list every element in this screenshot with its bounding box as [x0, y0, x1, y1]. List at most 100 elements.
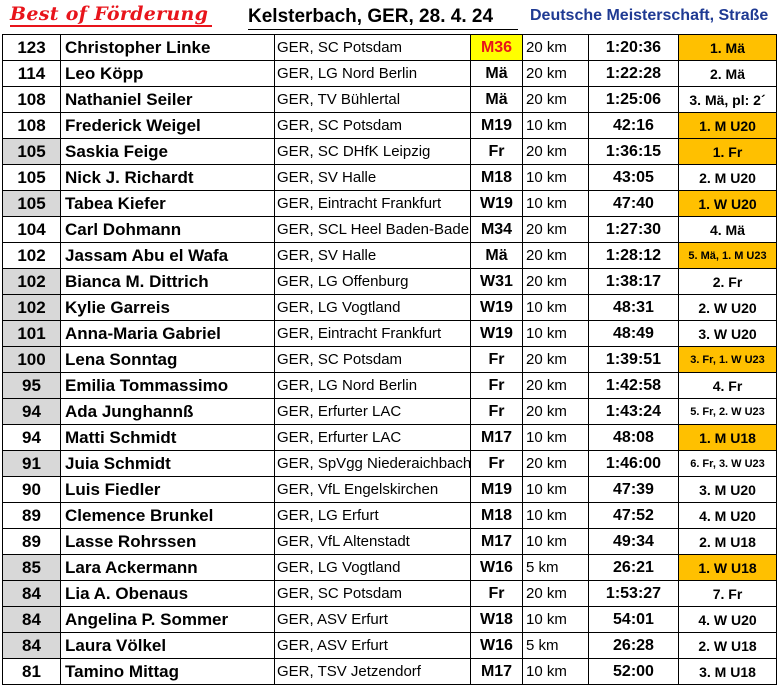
category-cell: M19 — [470, 112, 523, 139]
club-cell: GER, LG Vogtland — [274, 554, 471, 581]
table-row: 102 Bianca M. Dittrich GER, LG Offenburg W3… — [2, 268, 777, 295]
category-cell: W19 — [470, 190, 523, 217]
placement-cell: 4. W U20 — [678, 606, 777, 633]
points-cell: 94 — [2, 398, 61, 425]
category-cell: M19 — [470, 476, 523, 503]
athlete-name-cell: Saskia Feige — [60, 138, 275, 165]
athlete-name-cell: Emilia Tommassimo — [60, 372, 275, 399]
athlete-name-cell: Anna-Maria Gabriel — [60, 320, 275, 347]
time-cell: 43:05 — [588, 164, 679, 191]
points-cell: 95 — [2, 372, 61, 399]
placement-cell: 2. M U20 — [678, 164, 777, 191]
placement-cell: 7. Fr — [678, 580, 777, 607]
table-row: 108 Frederick Weigel GER, SC Potsdam M19 10 … — [2, 112, 777, 139]
distance-cell: 20 km — [522, 398, 589, 425]
table-row: 81 Tamino Mittag GER, TSV Jetzendorf M17 10 … — [2, 658, 777, 685]
points-cell: 105 — [2, 164, 61, 191]
points-cell: 90 — [2, 476, 61, 503]
time-cell: 48:31 — [588, 294, 679, 321]
club-cell: GER, SCL Heel Baden-Baden — [274, 216, 471, 243]
category-cell: M17 — [470, 424, 523, 451]
category-cell: Mä — [470, 86, 523, 113]
distance-cell: 10 km — [522, 190, 589, 217]
table-row: 102 Jassam Abu el Wafa GER, SV Halle Mä 20 k… — [2, 242, 777, 269]
distance-cell: 5 km — [522, 632, 589, 659]
athlete-name-cell: Leo Köpp — [60, 60, 275, 87]
athlete-name-cell: Nick J. Richardt — [60, 164, 275, 191]
athlete-name-cell: Nathaniel Seiler — [60, 86, 275, 113]
athlete-name-cell: Tabea Kiefer — [60, 190, 275, 217]
time-cell: 1:27:30 — [588, 216, 679, 243]
table-row: 104 Carl Dohmann GER, SCL Heel Baden-Baden… — [2, 216, 777, 243]
points-cell: 102 — [2, 242, 61, 269]
distance-cell: 20 km — [522, 60, 589, 87]
points-cell: 108 — [2, 86, 61, 113]
table-row: 84 Angelina P. Sommer GER, ASV Erfurt W18 10… — [2, 606, 777, 633]
points-cell: 100 — [2, 346, 61, 373]
time-cell: 26:21 — [588, 554, 679, 581]
brand-title: Best of Förderung — [10, 3, 209, 25]
placement-cell: 2. Fr — [678, 268, 777, 295]
distance-cell: 5 km — [522, 554, 589, 581]
time-cell: 1:39:51 — [588, 346, 679, 373]
category-cell: Mä — [470, 60, 523, 87]
distance-cell: 10 km — [522, 476, 589, 503]
category-cell: W18 — [470, 606, 523, 633]
athlete-name-cell: Lena Sonntag — [60, 346, 275, 373]
event-title: Kelsterbach, GER, 28. 4. 24 — [248, 6, 494, 27]
placement-cell: 2. W U18 — [678, 632, 777, 659]
placement-cell: 3. Mä, pl: 2´ — [678, 86, 777, 113]
table-row: 114 Leo Köpp GER, LG Nord Berlin Mä 20 km 1:2… — [2, 60, 777, 87]
table-row: 105 Tabea Kiefer GER, Eintracht Frankfurt W… — [2, 190, 777, 217]
athlete-name-cell: Luis Fiedler — [60, 476, 275, 503]
category-cell: M18 — [470, 164, 523, 191]
category-cell: W16 — [470, 554, 523, 581]
club-cell: GER, Erfurter LAC — [274, 424, 471, 451]
table-row: 94 Ada Junghannß GER, Erfurter LAC Fr 20 km 1… — [2, 398, 777, 425]
club-cell: GER, SC Potsdam — [274, 34, 471, 61]
points-cell: 102 — [2, 268, 61, 295]
club-cell: GER, SV Halle — [274, 242, 471, 269]
club-cell: GER, TSV Jetzendorf — [274, 658, 471, 685]
category-cell: Fr — [470, 580, 523, 607]
points-cell: 84 — [2, 606, 61, 633]
club-cell: GER, LG Nord Berlin — [274, 60, 471, 87]
table-row: 90 Luis Fiedler GER, VfL Engelskirchen M19 1… — [2, 476, 777, 503]
club-cell: GER, LG Vogtland — [274, 294, 471, 321]
club-cell: GER, TV Bühlertal — [274, 86, 471, 113]
time-cell: 1:22:28 — [588, 60, 679, 87]
time-cell: 1:42:58 — [588, 372, 679, 399]
points-cell: 114 — [2, 60, 61, 87]
athlete-name-cell: Laura Völkel — [60, 632, 275, 659]
category-cell: Fr — [470, 450, 523, 477]
distance-cell: 20 km — [522, 268, 589, 295]
distance-cell: 10 km — [522, 164, 589, 191]
table-row: 123 Christopher Linke GER, SC Potsdam M36 20… — [2, 34, 777, 61]
athlete-name-cell: Lia A. Obenaus — [60, 580, 275, 607]
distance-cell: 20 km — [522, 346, 589, 373]
placement-cell: 1. Mä — [678, 34, 777, 61]
athlete-name-cell: Juia Schmidt — [60, 450, 275, 477]
event-underline — [248, 29, 518, 30]
category-cell: M17 — [470, 528, 523, 555]
points-cell: 91 — [2, 450, 61, 477]
athlete-name-cell: Christopher Linke — [60, 34, 275, 61]
table-row: 91 Juia Schmidt GER, SpVgg Niederaichbach F… — [2, 450, 777, 477]
time-cell: 54:01 — [588, 606, 679, 633]
placement-cell: 1. Fr — [678, 138, 777, 165]
athlete-name-cell: Kylie Garreis — [60, 294, 275, 321]
points-cell: 84 — [2, 580, 61, 607]
club-cell: GER, VfL Altenstadt — [274, 528, 471, 555]
athlete-name-cell: Angelina P. Sommer — [60, 606, 275, 633]
placement-cell: 1. M U20 — [678, 112, 777, 139]
table-row: 84 Laura Völkel GER, ASV Erfurt W16 5 km 26:2… — [2, 632, 777, 659]
brand-underline — [10, 25, 212, 27]
athlete-name-cell: Tamino Mittag — [60, 658, 275, 685]
category-cell: M17 — [470, 658, 523, 685]
points-cell: 94 — [2, 424, 61, 451]
page-header: Best of Förderung Kelsterbach, GER, 28. … — [0, 0, 779, 34]
distance-cell: 10 km — [522, 606, 589, 633]
time-cell: 1:43:24 — [588, 398, 679, 425]
placement-cell: 2. W U20 — [678, 294, 777, 321]
club-cell: GER, SpVgg Niederaichbach — [274, 450, 471, 477]
